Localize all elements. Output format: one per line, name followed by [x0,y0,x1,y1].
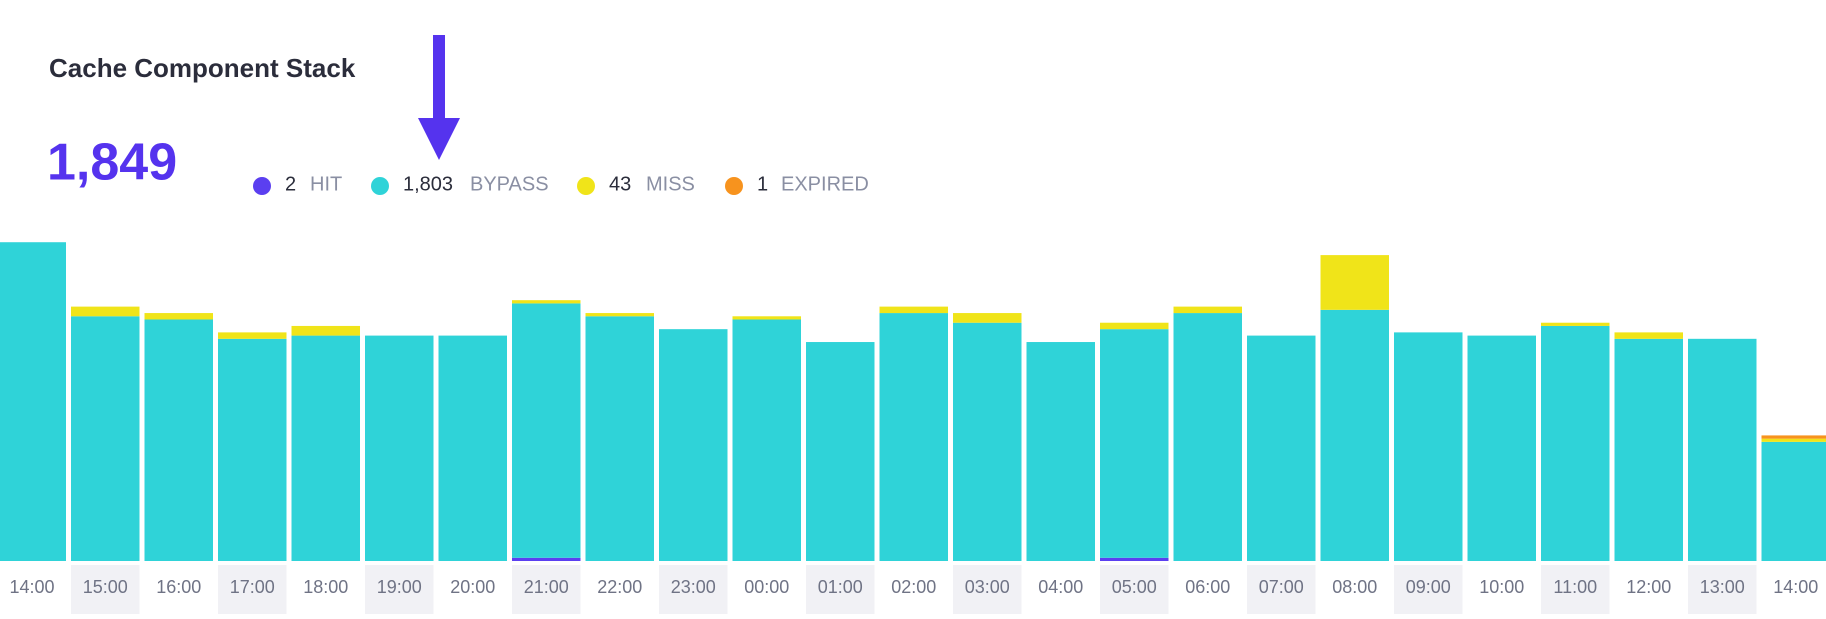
x-tick-label: 00:00 [744,577,789,597]
bar-segment [512,558,581,561]
legend-count: 43 [609,173,631,195]
bar-segment [512,303,581,557]
annotation-arrow [418,35,460,160]
bar-segment [1762,442,1826,561]
bar-segment [733,316,802,319]
x-tick-label: 20:00 [450,577,495,597]
bar-segment [806,342,875,561]
legend-count: 1 [757,173,768,195]
x-tick-label: 07:00 [1259,577,1304,597]
bar-segment [218,339,287,561]
x-tick-label: 19:00 [377,577,422,597]
bar-segment [1100,323,1169,329]
bar-segment [880,313,949,561]
bar-segment [1321,255,1390,310]
bar-segment [1615,339,1684,561]
bar-segment [1100,558,1169,561]
bar-segment [512,300,581,303]
legend-label: EXPIRED [781,173,869,195]
x-tick-label: 12:00 [1626,577,1671,597]
x-tick-label: 14:00 [9,577,54,597]
x-tick-label: 01:00 [818,577,863,597]
bar-segment [1541,326,1610,561]
card-title: Cache Component Stack [49,53,356,83]
bar-segment [1688,339,1757,561]
legend-count: 1,803 [403,173,453,195]
bar-segment [1100,329,1169,558]
bar-segment [145,320,214,562]
legend-dot [371,177,389,195]
legend-count: 2 [285,173,296,195]
bar-segment [365,336,434,561]
legend-label: HIT [310,173,342,195]
x-tick-label: 04:00 [1038,577,1083,597]
bar-segment [71,307,140,317]
x-tick-label: 18:00 [303,577,348,597]
x-tick-label: 17:00 [230,577,275,597]
bar-segment [1174,307,1243,313]
bar-segment [953,323,1022,561]
legend-label: MISS [646,173,695,195]
x-tick-label: 22:00 [597,577,642,597]
legend-dot [253,177,271,195]
bar-segment [953,313,1022,323]
x-tick-label: 14:00 [1773,577,1818,597]
x-tick-label: 09:00 [1406,577,1451,597]
bar-segment [292,326,361,336]
bar-segment [439,336,508,561]
legend-dot [577,177,595,195]
bar-segment [1762,439,1826,442]
bar-segment [71,316,140,561]
bar-segment [1762,435,1826,438]
bars [0,242,1826,561]
x-tick-label: 13:00 [1700,577,1745,597]
x-tick-label: 15:00 [83,577,128,597]
x-tick-label: 08:00 [1332,577,1377,597]
x-axis-bands: 14:00 15:00 16:00 17:00 18:00 19:00 20:00 21:00… [9,565,1818,614]
bar-segment [1247,336,1316,561]
bar-segment [1541,323,1610,326]
x-tick-label: 11:00 [1553,577,1597,597]
x-tick-label: 02:00 [891,577,936,597]
bar-segment [292,336,361,561]
bar-segment [880,307,949,313]
bar-segment [1321,310,1390,561]
x-tick-label: 03:00 [965,577,1010,597]
x-tick-label: 05:00 [1112,577,1157,597]
bar-segment [733,320,802,562]
bar-segment [1468,336,1537,561]
bar-segment [586,316,655,561]
x-tick-label: 06:00 [1185,577,1230,597]
bar-segment [218,332,287,338]
bar-segment [1027,342,1096,561]
total-count: 1,849 [47,134,177,192]
x-tick-label: 21:00 [524,577,569,597]
legend-dot [725,177,743,195]
bar-segment [145,313,214,319]
legend: 2 HIT 1,803 BYPASS 43 MISS 1 EXPIRED [253,173,869,195]
bar-segment [659,329,728,561]
x-tick-label: 10:00 [1479,577,1524,597]
x-tick-label: 16:00 [156,577,201,597]
bar-segment [586,313,655,316]
legend-label: BYPASS [470,173,549,195]
bar-segment [1174,313,1243,561]
bar-segment [0,242,66,561]
x-tick-label: 23:00 [671,577,716,597]
bar-segment [1615,332,1684,338]
bar-segment [1394,332,1463,561]
